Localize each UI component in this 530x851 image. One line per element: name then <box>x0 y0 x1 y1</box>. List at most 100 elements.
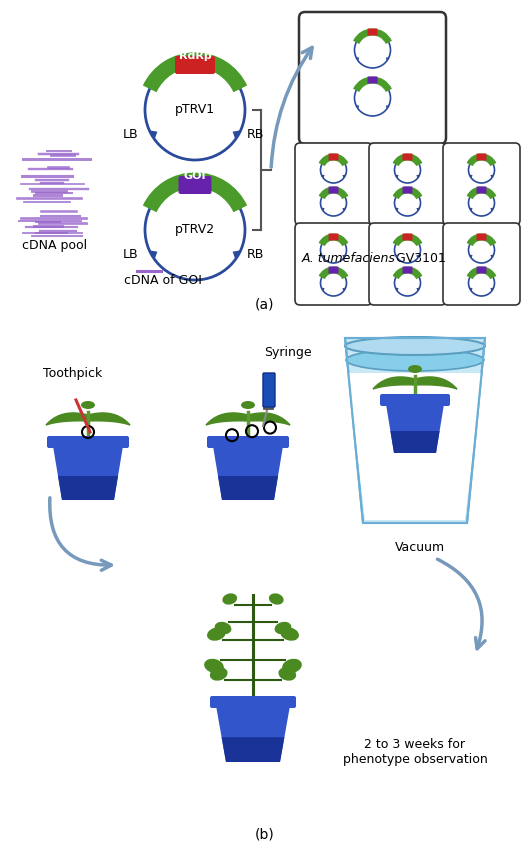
Polygon shape <box>342 174 346 179</box>
FancyBboxPatch shape <box>47 436 129 448</box>
Ellipse shape <box>223 593 237 605</box>
Text: cDNA pool: cDNA pool <box>22 238 87 252</box>
Ellipse shape <box>346 349 484 371</box>
FancyBboxPatch shape <box>329 266 339 273</box>
FancyArrowPatch shape <box>437 559 485 648</box>
Text: cDNA of GOI: cDNA of GOI <box>124 273 202 287</box>
Ellipse shape <box>207 627 226 641</box>
Ellipse shape <box>275 622 292 634</box>
Polygon shape <box>88 413 130 425</box>
Text: RdRp: RdRp <box>179 51 211 61</box>
FancyBboxPatch shape <box>443 223 520 305</box>
Text: RB: RB <box>246 248 264 261</box>
Polygon shape <box>385 398 445 453</box>
FancyBboxPatch shape <box>476 266 487 273</box>
Ellipse shape <box>280 627 299 641</box>
Polygon shape <box>218 476 278 500</box>
Polygon shape <box>395 288 399 291</box>
Text: (a): (a) <box>255 298 275 312</box>
Polygon shape <box>46 413 88 425</box>
Polygon shape <box>490 288 494 291</box>
Polygon shape <box>490 254 494 259</box>
Text: GOI: GOI <box>184 171 206 181</box>
Polygon shape <box>348 373 482 520</box>
Polygon shape <box>342 208 346 211</box>
FancyBboxPatch shape <box>402 153 412 161</box>
FancyBboxPatch shape <box>443 143 520 225</box>
FancyBboxPatch shape <box>380 394 450 406</box>
Polygon shape <box>373 377 415 389</box>
Polygon shape <box>469 288 473 291</box>
Text: LB: LB <box>123 248 139 261</box>
Polygon shape <box>321 208 324 211</box>
Polygon shape <box>233 130 241 140</box>
Polygon shape <box>58 476 118 500</box>
Polygon shape <box>417 174 420 179</box>
Polygon shape <box>356 105 359 109</box>
Polygon shape <box>212 440 284 500</box>
Polygon shape <box>149 130 157 140</box>
Polygon shape <box>395 208 399 211</box>
FancyBboxPatch shape <box>369 143 446 225</box>
Text: 2 to 3 weeks for
phenotype observation: 2 to 3 weeks for phenotype observation <box>342 738 488 766</box>
Polygon shape <box>469 254 473 259</box>
Polygon shape <box>222 737 285 762</box>
FancyBboxPatch shape <box>402 233 412 241</box>
Polygon shape <box>215 700 291 762</box>
Ellipse shape <box>241 401 255 409</box>
Ellipse shape <box>408 365 422 373</box>
Text: LB: LB <box>123 129 139 141</box>
FancyBboxPatch shape <box>175 56 215 74</box>
FancyBboxPatch shape <box>476 186 487 193</box>
FancyBboxPatch shape <box>476 153 487 161</box>
FancyArrowPatch shape <box>50 498 111 570</box>
Polygon shape <box>149 250 157 260</box>
Ellipse shape <box>345 337 485 355</box>
Ellipse shape <box>81 401 95 409</box>
Ellipse shape <box>282 659 302 673</box>
Text: Vacuum: Vacuum <box>395 541 445 554</box>
Ellipse shape <box>210 667 227 681</box>
Text: RB: RB <box>246 129 264 141</box>
Text: A. tumefaciens: A. tumefaciens <box>302 252 396 265</box>
Polygon shape <box>321 174 324 179</box>
Ellipse shape <box>269 593 284 605</box>
Polygon shape <box>417 208 420 211</box>
Text: GV3101: GV3101 <box>392 252 446 265</box>
Polygon shape <box>248 413 290 425</box>
Polygon shape <box>395 254 399 259</box>
FancyBboxPatch shape <box>207 436 289 448</box>
FancyBboxPatch shape <box>369 223 446 305</box>
Polygon shape <box>206 413 248 425</box>
FancyBboxPatch shape <box>367 28 377 36</box>
FancyBboxPatch shape <box>367 77 377 83</box>
Polygon shape <box>469 174 473 179</box>
Text: (b): (b) <box>255 828 275 842</box>
Polygon shape <box>233 250 241 260</box>
Polygon shape <box>415 377 457 389</box>
Polygon shape <box>417 254 420 259</box>
FancyBboxPatch shape <box>299 12 446 144</box>
Ellipse shape <box>215 622 232 634</box>
Text: pTRV2: pTRV2 <box>175 224 215 237</box>
Polygon shape <box>52 440 124 500</box>
FancyBboxPatch shape <box>179 176 211 194</box>
Text: pTRV1: pTRV1 <box>175 104 215 117</box>
FancyArrowPatch shape <box>271 48 312 168</box>
Ellipse shape <box>204 659 224 673</box>
Polygon shape <box>345 338 485 523</box>
Polygon shape <box>490 174 494 179</box>
Polygon shape <box>342 288 346 291</box>
FancyBboxPatch shape <box>329 153 339 161</box>
FancyBboxPatch shape <box>329 186 339 193</box>
FancyBboxPatch shape <box>295 223 372 305</box>
Polygon shape <box>395 174 399 179</box>
Polygon shape <box>386 57 389 61</box>
Ellipse shape <box>278 667 296 681</box>
Polygon shape <box>391 431 439 453</box>
FancyBboxPatch shape <box>295 143 372 225</box>
FancyBboxPatch shape <box>263 373 275 407</box>
FancyBboxPatch shape <box>329 233 339 241</box>
Polygon shape <box>321 288 324 291</box>
FancyBboxPatch shape <box>402 186 412 193</box>
